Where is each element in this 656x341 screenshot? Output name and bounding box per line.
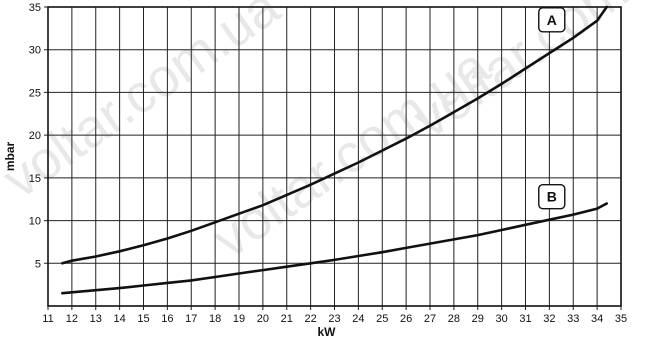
plot-frame bbox=[47, 6, 622, 307]
series-label-b: B bbox=[547, 189, 557, 205]
x-tick-label: 15 bbox=[137, 313, 149, 325]
x-tick-label: 28 bbox=[448, 313, 460, 325]
x-tick-label: 23 bbox=[328, 313, 340, 325]
x-tick-label: 22 bbox=[305, 313, 317, 325]
x-tick-label: 33 bbox=[567, 313, 579, 325]
y-tick-label: 35 bbox=[29, 2, 41, 14]
series-line-b bbox=[61, 202, 608, 295]
x-tick-label: 29 bbox=[472, 313, 484, 325]
x-tick-label: 16 bbox=[161, 313, 173, 325]
chart-annotations: AB bbox=[538, 7, 566, 210]
x-tick-label: 24 bbox=[352, 313, 364, 325]
y-axis-title: mbar bbox=[3, 141, 17, 171]
x-tick-label: 20 bbox=[257, 313, 269, 325]
x-tick-label: 31 bbox=[519, 313, 531, 325]
x-axis-title: kW bbox=[318, 325, 337, 339]
x-tick-label: 14 bbox=[114, 313, 126, 325]
y-tick-label: 25 bbox=[29, 87, 41, 99]
x-tick-label: 12 bbox=[66, 313, 78, 325]
chart-tick-labels: 11 12 13 14 15 16 17 18 19 20 21 22 23 24 25 26 27 28 29 30… bbox=[29, 2, 627, 325]
watermark-text: voltar.com.ua bbox=[402, 0, 656, 150]
y-tick-label: 10 bbox=[29, 216, 41, 228]
x-tick-label: 32 bbox=[543, 313, 555, 325]
x-tick-label: 26 bbox=[400, 313, 412, 325]
y-tick-label: 5 bbox=[35, 258, 41, 270]
chart-grid bbox=[44, 6, 622, 310]
x-tick-label: 17 bbox=[185, 313, 197, 325]
x-tick-label: 30 bbox=[496, 313, 508, 325]
x-tick-label: 19 bbox=[233, 313, 245, 325]
series-label-a: A bbox=[547, 12, 557, 28]
y-tick-label: 30 bbox=[29, 45, 41, 57]
x-tick-label: 34 bbox=[591, 313, 603, 325]
x-tick-label: 11 bbox=[42, 313, 53, 325]
series-label-box bbox=[538, 183, 566, 210]
x-tick-label: 18 bbox=[209, 313, 221, 325]
y-tick-label: 20 bbox=[29, 130, 41, 142]
series-label-box bbox=[538, 7, 566, 33]
chart-curves bbox=[61, 5, 608, 295]
x-tick-label: 13 bbox=[90, 313, 102, 325]
x-tick-label: 35 bbox=[615, 313, 627, 325]
x-tick-label: 21 bbox=[281, 313, 293, 325]
x-tick-label: 25 bbox=[376, 313, 388, 325]
y-tick-label: 15 bbox=[29, 173, 41, 185]
x-tick-label: 27 bbox=[424, 313, 436, 325]
series-line-a bbox=[61, 5, 608, 265]
